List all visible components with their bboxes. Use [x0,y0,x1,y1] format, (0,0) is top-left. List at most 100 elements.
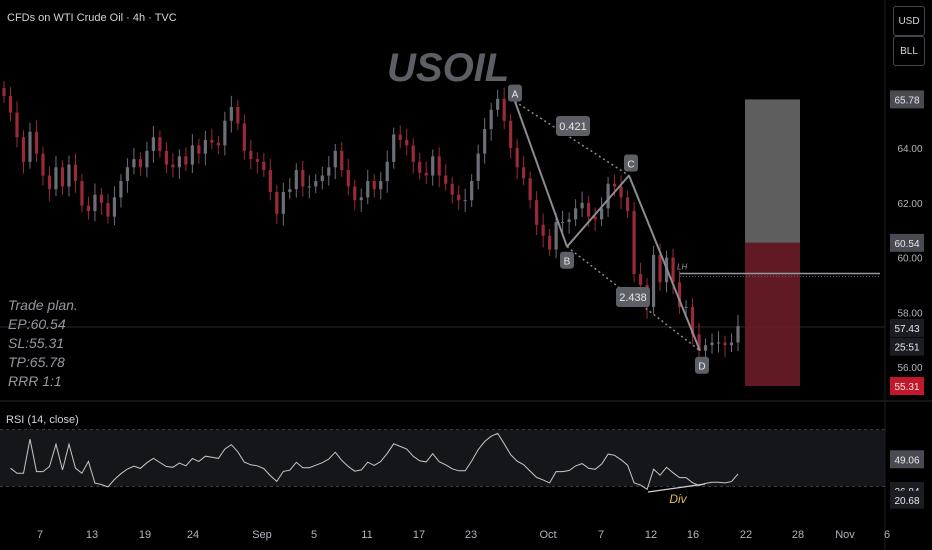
candle-body [385,161,389,181]
candle-body [21,137,26,162]
candle-body [554,222,558,250]
candle-body [599,208,604,220]
candle-body [606,183,610,209]
candle-body [249,150,253,160]
trade-plan-rrr: RRR 1:1 [8,373,62,389]
time-tick-label: 12 [645,529,657,541]
symbol-watermark: USOIL [387,46,510,90]
candle-body [522,167,526,179]
divergence-label: Div [669,492,687,506]
candle-body [314,180,318,187]
rsi-indicator-label[interactable]: RSI (14, close) [6,414,79,426]
time-tick-label: 5 [311,529,317,541]
time-tick-label: 28 [792,529,804,541]
time-tick-label: 13 [86,529,98,541]
currency-button[interactable]: USD [893,6,925,36]
candle-body [677,282,682,307]
candle-body [457,194,461,201]
candle-body [229,107,233,121]
candle-body [333,150,337,168]
candle-body [255,159,259,162]
candle-body [379,180,383,190]
candle-body [515,148,519,168]
price-badge-label: 55.31 [894,382,919,393]
ratio-line-bd [566,246,701,352]
pattern-point-label-d: D [698,362,705,373]
pattern-leg [566,174,630,248]
pattern-point-badge [560,251,574,269]
rsi-band [0,429,885,487]
candle-body [73,164,78,181]
candle-body [242,123,246,151]
candle-body [80,180,84,206]
candle-body [483,128,487,154]
candle-body [203,139,207,154]
candle-body [184,156,188,165]
candle-body [392,134,396,162]
candle-body [463,200,467,202]
candle-body [2,87,6,97]
candle-body [541,224,545,236]
candle-body [327,167,331,176]
price-badge-label: 60.54 [894,239,919,250]
time-tick-label: 7 [598,529,604,541]
candle-body [638,274,643,286]
candle-body [288,189,292,192]
candle-body [301,170,305,187]
candle-body [444,175,448,184]
candle-body [548,235,552,250]
time-tick-label: 23 [465,529,477,541]
ratio-label: 0.421 [559,121,587,133]
candle-body [86,205,91,212]
pattern-point-badge [624,154,638,172]
time-tick-label: 6 [884,529,890,541]
candle-body [145,150,149,168]
unit-button[interactable]: BLL [893,36,925,66]
candle-body [690,306,695,335]
candle-body [177,156,181,168]
pattern-leg [628,175,701,352]
candle-body [496,98,500,110]
candle-body [28,131,32,162]
candle-body [106,202,110,217]
stop-loss-zone [745,242,800,387]
candle-body [138,159,143,168]
candle-body [366,180,370,198]
price-tick-label: 58.00 [897,308,922,319]
candle-body [528,178,532,201]
candle-body [151,137,155,151]
candle-body [275,191,279,214]
rsi-badge [890,450,924,469]
time-tick-label: 11 [361,529,372,541]
pattern-point-badge [508,84,522,102]
candle-body [125,167,130,181]
candle-body [99,194,104,203]
candle-body [502,98,506,121]
candle-body [405,139,409,146]
candle-body [164,150,168,165]
candle-body [119,180,123,198]
price-badge-label: 57.43 [894,324,919,335]
candle-body [236,107,240,124]
time-tick-label: 24 [187,529,199,541]
time-tick-label: 16 [687,529,699,541]
ratio-badge [616,287,650,307]
candle-body [580,202,584,209]
price-badge [890,337,924,356]
candle-body [67,164,71,187]
candle-body [93,194,97,212]
candle-body [729,342,734,346]
trade-plan-sl: SL:55.31 [8,335,65,351]
candle-body [716,342,721,344]
candle-body [320,175,324,181]
candle-body [658,254,662,283]
time-tick-label: Oct [539,529,556,541]
candle-body [54,167,58,190]
candle-body [346,170,350,187]
candle-body [307,186,311,188]
ratio-label: 2.438 [619,292,647,304]
rsi-badge-label: 20.68 [894,496,919,507]
candle-body [359,197,363,201]
candle-body [132,159,136,168]
